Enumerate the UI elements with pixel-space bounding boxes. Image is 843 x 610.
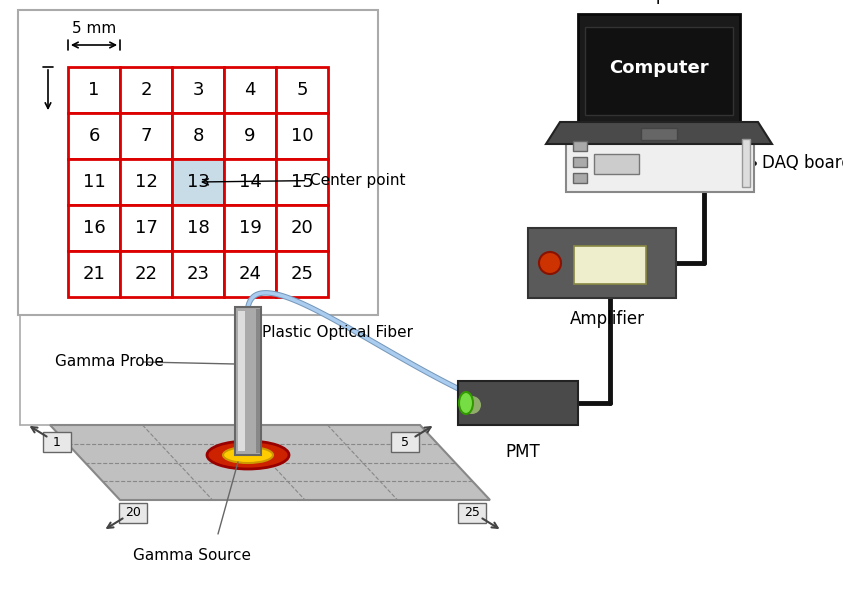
- Text: 13: 13: [186, 173, 209, 191]
- Bar: [68, 159, 120, 205]
- Bar: [573, 157, 587, 167]
- Text: 5: 5: [296, 81, 308, 99]
- Text: Computer: Computer: [609, 59, 709, 77]
- Ellipse shape: [459, 392, 473, 414]
- Bar: [172, 251, 224, 297]
- Text: Center point: Center point: [202, 173, 405, 187]
- Bar: [235, 307, 261, 455]
- Ellipse shape: [463, 396, 481, 414]
- Text: 2: 2: [140, 81, 152, 99]
- Bar: [68, 113, 120, 159]
- Bar: [573, 173, 587, 183]
- Bar: [574, 246, 646, 284]
- Bar: [742, 139, 750, 187]
- Text: 1: 1: [53, 436, 61, 448]
- Bar: [43, 432, 71, 452]
- Text: 19: 19: [239, 219, 261, 237]
- Text: 8: 8: [192, 127, 204, 145]
- Text: 25: 25: [291, 265, 314, 283]
- Bar: [458, 381, 578, 425]
- Bar: [276, 159, 328, 205]
- Bar: [172, 67, 224, 113]
- Text: 5: 5: [401, 436, 409, 448]
- Text: Computer: Computer: [618, 0, 701, 4]
- Bar: [224, 67, 276, 113]
- Text: 5 mm: 5 mm: [72, 21, 116, 36]
- Text: 4: 4: [244, 81, 255, 99]
- Text: 17: 17: [135, 219, 158, 237]
- Text: 21: 21: [83, 265, 105, 283]
- Bar: [224, 113, 276, 159]
- Bar: [276, 113, 328, 159]
- Bar: [578, 14, 740, 122]
- Text: 15: 15: [291, 173, 314, 191]
- Text: 3: 3: [192, 81, 204, 99]
- Bar: [224, 159, 276, 205]
- Text: 22: 22: [135, 265, 158, 283]
- Text: 14: 14: [239, 173, 261, 191]
- Text: 18: 18: [186, 219, 209, 237]
- Bar: [585, 27, 733, 115]
- Text: 20: 20: [291, 219, 314, 237]
- Bar: [68, 67, 120, 113]
- Text: Gamma Probe: Gamma Probe: [55, 354, 164, 370]
- Text: Gamma Source: Gamma Source: [133, 548, 251, 563]
- Bar: [119, 503, 147, 523]
- Text: 12: 12: [135, 173, 158, 191]
- Bar: [238, 311, 245, 451]
- Text: 20: 20: [125, 506, 141, 520]
- Bar: [458, 503, 486, 523]
- Text: DAQ board: DAQ board: [762, 154, 843, 172]
- Text: 6: 6: [89, 127, 99, 145]
- Bar: [276, 205, 328, 251]
- Text: 10: 10: [291, 127, 314, 145]
- Bar: [172, 159, 224, 205]
- Polygon shape: [546, 122, 772, 144]
- Ellipse shape: [207, 441, 289, 469]
- Text: 25: 25: [464, 506, 480, 520]
- Ellipse shape: [223, 447, 273, 463]
- Bar: [120, 159, 172, 205]
- Bar: [120, 113, 172, 159]
- Bar: [391, 432, 419, 452]
- Bar: [68, 251, 120, 297]
- Bar: [594, 154, 639, 174]
- Bar: [120, 205, 172, 251]
- Bar: [276, 67, 328, 113]
- Bar: [256, 309, 260, 453]
- Text: 7: 7: [140, 127, 152, 145]
- Text: 9: 9: [244, 127, 255, 145]
- Bar: [224, 205, 276, 251]
- Text: Plastic Optical Fiber: Plastic Optical Fiber: [262, 325, 413, 340]
- Bar: [120, 251, 172, 297]
- Text: PMT: PMT: [506, 443, 540, 461]
- Text: 23: 23: [186, 265, 210, 283]
- Bar: [573, 141, 587, 151]
- Text: 24: 24: [239, 265, 261, 283]
- Bar: [172, 205, 224, 251]
- Bar: [68, 205, 120, 251]
- Bar: [641, 128, 677, 140]
- Text: 1: 1: [89, 81, 99, 99]
- Bar: [18, 10, 378, 315]
- Bar: [172, 113, 224, 159]
- Bar: [276, 251, 328, 297]
- Text: Amplifier: Amplifier: [570, 310, 645, 328]
- Bar: [528, 228, 676, 298]
- Circle shape: [539, 252, 561, 274]
- Text: 11: 11: [83, 173, 105, 191]
- Text: 16: 16: [83, 219, 105, 237]
- Polygon shape: [50, 425, 490, 500]
- Bar: [224, 251, 276, 297]
- Bar: [120, 67, 172, 113]
- Bar: [566, 134, 754, 192]
